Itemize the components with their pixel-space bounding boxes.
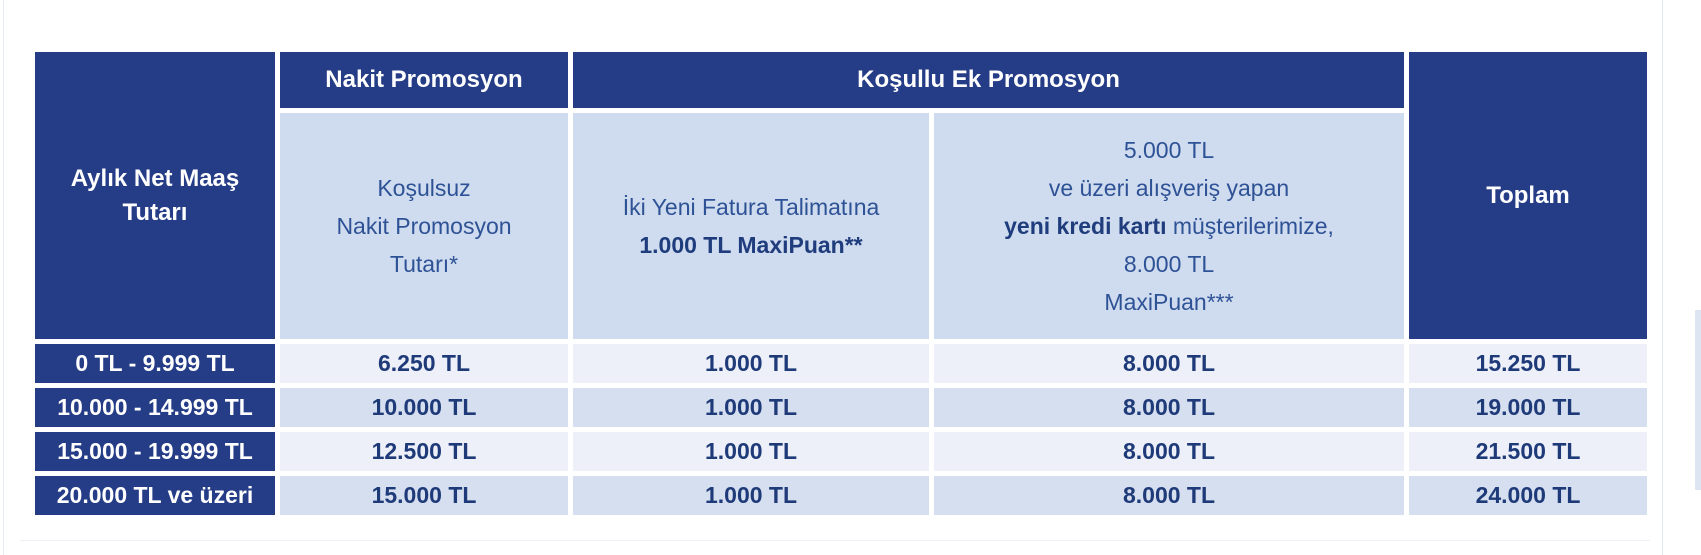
subheader-cash-line3: Tutarı* [389,251,459,277]
subheader-card-line3-bold: yeni kredi kartı [1004,213,1167,239]
subheader-cash-line2: Nakit Promosyon [336,213,512,239]
subheader-card-line3: yeni kredi kartı müşterilerimize, [940,207,1398,245]
subheader-card-line5: MaxiPuan*** [1104,289,1234,315]
page-bottom-border [20,540,1650,541]
row-invoice-value: 1.000 TL [573,344,929,383]
row-cash-value: 10.000 TL [280,388,568,427]
right-edge-fragment [1695,310,1701,490]
group-header-conditional-label: Koşullu Ek Promosyon [857,66,1120,93]
row-invoice-value: 1.000 TL [573,388,929,427]
page-left-border [3,0,4,555]
row-total-value: 15.250 TL [1409,344,1647,383]
row-card-value: 8.000 TL [934,476,1404,515]
subheader-unconditional-cash: Koşulsuz Nakit Promosyon Tutarı* [280,113,568,339]
row-invoice-value: 1.000 TL [573,476,929,515]
subheader-row: Koşulsuz Nakit Promosyon Tutarı* İki Yen… [35,113,1647,339]
row-invoice-value: 1.000 TL [573,432,929,471]
salary-promotion-table: Aylık Net Maaş Tutarı Nakit Promosyon Ko… [30,47,1652,520]
row-cash-value: 12.500 TL [280,432,568,471]
group-header-conditional-promotion: Koşullu Ek Promosyon [573,52,1404,108]
row-total-value: 21.500 TL [1409,432,1647,471]
row-salary-range: 10.000 - 14.999 TL [35,388,275,427]
group-header-row: Aylık Net Maaş Tutarı Nakit Promosyon Ko… [35,52,1647,339]
column-header-salary-label: Aylık Net Maaş Tutarı [70,164,240,226]
subheader-card-line4: 8.000 TL [1123,251,1215,277]
group-header-cash-label: Nakit Promosyon [325,66,523,93]
row-cash-value: 15.000 TL [280,476,568,515]
column-header-total: Toplam [1409,52,1647,339]
table-row-tier4: 20.000 TL ve üzeri 15.000 TL 1.000 TL 8.… [35,476,1647,515]
subheader-creditcard-maxipuan: 5.000 TL ve üzeri alışveriş yapan yeni k… [934,113,1404,339]
subheader-card-line3-rest: müşterilerimize, [1166,213,1334,239]
subheader-invoice-maxipuan: İki Yeni Fatura Talimatına 1.000 TL Maxi… [573,113,929,339]
row-total-value: 19.000 TL [1409,388,1647,427]
row-cash-value: 6.250 TL [280,344,568,383]
row-salary-range: 0 TL - 9.999 TL [35,344,275,383]
page-right-border [1662,0,1663,555]
row-total-value: 24.000 TL [1409,476,1647,515]
row-card-value: 8.000 TL [934,432,1404,471]
subheader-invoice-line1: İki Yeni Fatura Talimatına [622,194,880,220]
row-salary-range: 15.000 - 19.999 TL [35,432,275,471]
table-row-tier1: 0 TL - 9.999 TL 6.250 TL 1.000 TL 8.000 … [35,344,1647,383]
row-salary-range: 20.000 TL ve üzeri [35,476,275,515]
promotion-table-wrap: Aylık Net Maaş Tutarı Nakit Promosyon Ko… [30,47,1652,520]
table-row-tier2: 10.000 - 14.999 TL 10.000 TL 1.000 TL 8.… [35,388,1647,427]
subheader-card-line1: 5.000 TL [1123,137,1215,163]
row-card-value: 8.000 TL [934,344,1404,383]
column-header-salary: Aylık Net Maaş Tutarı [35,52,275,339]
subheader-cash-line1: Koşulsuz [377,175,471,201]
subheader-card-line2: ve üzeri alışveriş yapan [1048,175,1290,201]
table-row-tier3: 15.000 - 19.999 TL 12.500 TL 1.000 TL 8.… [35,432,1647,471]
row-card-value: 8.000 TL [934,388,1404,427]
subheader-invoice-line2: 1.000 TL MaxiPuan** [639,232,863,258]
group-header-cash-promotion: Nakit Promosyon [280,52,568,108]
column-header-total-label: Toplam [1486,181,1570,209]
